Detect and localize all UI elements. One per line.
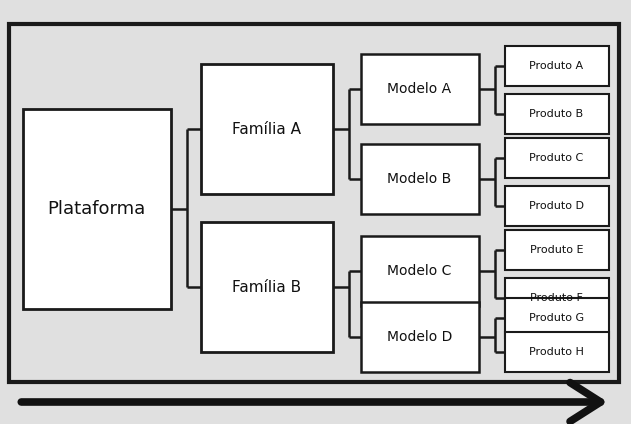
Bar	[201, 222, 333, 352]
Bar	[505, 186, 608, 226]
Text: Modelo C: Modelo C	[387, 264, 452, 278]
Text: Modelo D: Modelo D	[387, 330, 452, 344]
Bar	[360, 144, 478, 214]
Bar	[360, 302, 478, 372]
Bar	[23, 109, 170, 309]
Text: Produto G: Produto G	[529, 313, 584, 323]
Bar	[8, 24, 618, 382]
Text: Família B: Família B	[232, 279, 301, 295]
Text: Produto B: Produto B	[529, 109, 584, 119]
Bar	[505, 230, 608, 270]
Text: Família A: Família A	[232, 122, 301, 137]
Text: Modelo A: Modelo A	[387, 82, 452, 96]
Text: Produto A: Produto A	[529, 61, 584, 71]
Bar	[505, 332, 608, 372]
Text: Produto C: Produto C	[529, 153, 584, 163]
Text: Produto F: Produto F	[530, 293, 583, 303]
Bar	[505, 94, 608, 134]
Bar	[505, 298, 608, 338]
Bar	[360, 54, 478, 124]
Bar	[505, 138, 608, 178]
Text: Produto D: Produto D	[529, 201, 584, 211]
Text: Modelo B: Modelo B	[387, 172, 452, 186]
Text: Produto H: Produto H	[529, 347, 584, 357]
Text: Plataforma: Plataforma	[47, 200, 146, 218]
Bar	[201, 64, 333, 194]
Bar	[505, 46, 608, 86]
Bar	[505, 278, 608, 318]
Text: Produto E: Produto E	[530, 245, 583, 255]
Bar	[360, 236, 478, 306]
